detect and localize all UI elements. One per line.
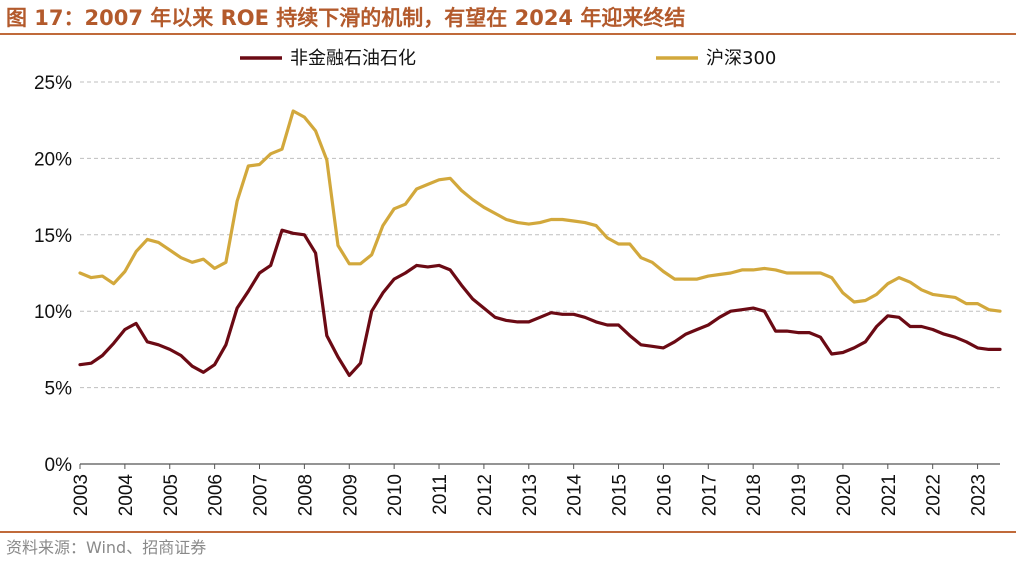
y-tick-label: 25% — [34, 73, 72, 94]
x-tick-label: 2015 — [610, 474, 631, 516]
x-tick-label: 2007 — [251, 474, 272, 516]
x-tick-label: 2009 — [340, 474, 361, 516]
y-axis-ticks: 0% 5% 10% 15% 20% 25% — [34, 73, 72, 476]
x-tick-label: 2021 — [879, 474, 900, 516]
x-tick-label: 2004 — [116, 474, 137, 517]
y-tick-label: 15% — [34, 226, 72, 247]
x-tick-label: 2016 — [654, 474, 675, 516]
footer-divider — [0, 531, 1016, 533]
legend-label-non-financial: 非金融石油石化 — [290, 48, 416, 69]
x-tick-label: 2022 — [924, 474, 945, 516]
x-tick-label: 2005 — [161, 474, 182, 516]
x-tick-label: 2013 — [520, 474, 541, 516]
chart-title: 图 17：2007 年以来 ROE 持续下滑的机制，有望在 2024 年迎来终结 — [6, 6, 686, 30]
x-axis-ticks: 2003 2004 2005 2006 2007 2008 2009 2010 2011 2012… — [71, 464, 990, 516]
x-tick-label: 2003 — [71, 474, 92, 516]
x-tick-label: 2012 — [475, 474, 496, 516]
series-line-csi300 — [78, 109, 1002, 313]
y-tick-label: 10% — [34, 302, 72, 323]
roe-line-chart: 0%5%10%15%20%25% 2003 2004 2005 2006 2007 200… — [34, 48, 1002, 516]
x-tick-label: 2010 — [385, 474, 406, 516]
source-note: 资料来源：Wind、招商证券 — [6, 538, 207, 557]
x-tick-label: 2017 — [699, 474, 720, 516]
x-tick-label: 2018 — [744, 474, 765, 516]
header-divider — [0, 33, 1016, 35]
x-tick-label: 2006 — [206, 474, 227, 516]
y-tick-label: 20% — [34, 149, 72, 170]
x-tick-label: 2011 — [430, 474, 451, 515]
legend-label-csi300: 沪深300 — [706, 48, 776, 69]
x-tick-label: 2020 — [834, 474, 855, 516]
y-tick-label: 5% — [45, 379, 73, 400]
series-lines — [78, 109, 1002, 377]
y-tick-label: 0% — [45, 455, 73, 476]
x-tick-label: 2023 — [969, 474, 990, 516]
grid-lines — [80, 81, 1000, 389]
x-tick-label: 2008 — [295, 474, 316, 516]
series-line-non-financial — [78, 228, 1002, 377]
x-tick-label: 2014 — [565, 474, 586, 517]
x-tick-label: 2019 — [789, 474, 810, 516]
legend: 非金融石油石化 沪深300 — [240, 48, 776, 69]
